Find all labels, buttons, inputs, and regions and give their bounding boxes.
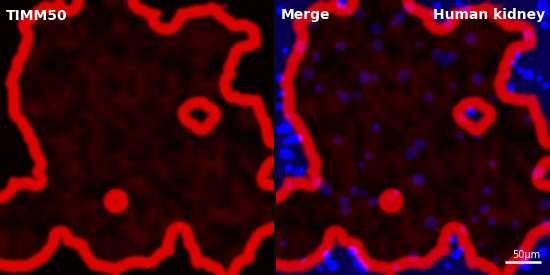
Text: Merge: Merge [280, 9, 330, 23]
Text: TIMM50: TIMM50 [6, 9, 67, 23]
Text: 50μm: 50μm [513, 249, 541, 260]
Text: Human kidney: Human kidney [433, 9, 546, 23]
